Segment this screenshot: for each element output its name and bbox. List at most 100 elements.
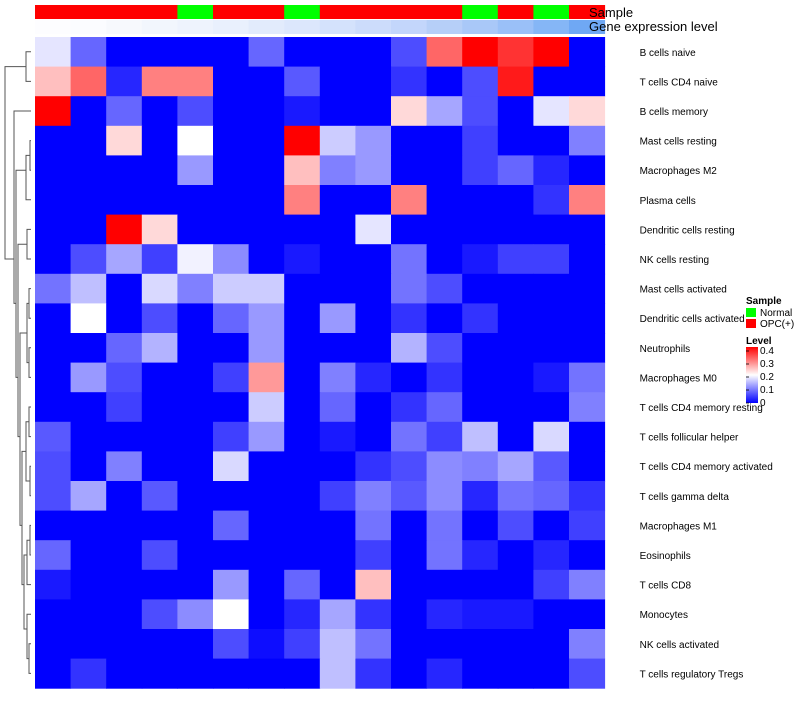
dendrogram-branch [26, 539, 31, 586]
heatmap-cell [533, 421, 570, 452]
legend-normal-label: Normal [760, 308, 792, 319]
heatmap-cell [426, 392, 463, 423]
heatmap-cell [213, 96, 250, 127]
heatmap-cell [391, 658, 428, 689]
heatmap-cell [141, 96, 178, 127]
heatmap-cell [70, 510, 107, 541]
dendrogram-branch [29, 140, 31, 171]
heatmap-cell [569, 362, 606, 393]
heatmap-cell [355, 125, 392, 156]
heatmap-cell [284, 451, 321, 482]
heatmap-cell [426, 540, 463, 571]
heatmap-cell [355, 510, 392, 541]
heatmap-cell [391, 273, 428, 304]
heatmap-cell [426, 273, 463, 304]
heatmap-cell [248, 451, 285, 482]
heatmap-cell [70, 629, 107, 660]
heatmap-cell [106, 96, 143, 127]
gene-track-cell [35, 20, 72, 34]
heatmap-cell [426, 214, 463, 245]
heatmap-cell [177, 96, 214, 127]
heatmap-cell [177, 273, 214, 304]
legend-normal-swatch [746, 308, 756, 317]
heatmap-cell [248, 303, 285, 334]
heatmap-cell [533, 510, 570, 541]
heatmap-cell [319, 155, 356, 186]
heatmap-cell [319, 214, 356, 245]
heatmap-cell [248, 629, 285, 660]
heatmap-cell [248, 481, 285, 512]
heatmap-cell [70, 66, 107, 97]
gene-track-cell [462, 20, 499, 34]
heatmap-cell [319, 244, 356, 275]
heatmap-cell [319, 96, 356, 127]
heatmap-cell [177, 303, 214, 334]
row-label: Macrophages M0 [640, 373, 718, 384]
heatmap-cell [35, 96, 72, 127]
heatmap-cell [248, 273, 285, 304]
sample-track-cell [70, 5, 107, 19]
heatmap-cell [533, 214, 570, 245]
heatmap-cell [284, 510, 321, 541]
heatmap-cell [35, 451, 72, 482]
heatmap-cell [391, 214, 428, 245]
heatmap-cell [35, 273, 72, 304]
heatmap-cell [106, 37, 143, 68]
heatmap-cell [319, 421, 356, 452]
dendrogram-branch [25, 51, 31, 82]
heatmap-cell [319, 658, 356, 689]
heatmap-cell [70, 185, 107, 216]
heatmap-cell [533, 96, 570, 127]
heatmap-cell [569, 481, 606, 512]
sample-track-cell [177, 5, 214, 19]
heatmap-cell [497, 658, 534, 689]
heatmap-cell [497, 510, 534, 541]
heatmap-cell [533, 185, 570, 216]
heatmap-cell [355, 96, 392, 127]
heatmap-cell [106, 125, 143, 156]
heatmap-cell [106, 392, 143, 423]
heatmap-cell [355, 333, 392, 364]
heatmap-cell [177, 451, 214, 482]
heatmap-cell [497, 96, 534, 127]
heatmap-cell [106, 451, 143, 482]
heatmap-cell [70, 451, 107, 482]
sample-track-cell [319, 5, 356, 19]
heatmap-cell [70, 658, 107, 689]
heatmap-cell [533, 273, 570, 304]
dendrogram-branch [28, 347, 31, 378]
heatmap-cell [569, 244, 606, 275]
heatmap-cell [213, 599, 250, 630]
heatmap-cell [248, 214, 285, 245]
heatmap-cell [426, 510, 463, 541]
heatmap-cell [462, 185, 499, 216]
heatmap-cell [106, 155, 143, 186]
dendrogram-branch [19, 332, 27, 526]
heatmap-cell [284, 392, 321, 423]
heatmap-cell [497, 629, 534, 660]
heatmap-cell [141, 37, 178, 68]
heatmap-cell [319, 125, 356, 156]
heatmap-cell [391, 510, 428, 541]
heatmap-cell [391, 244, 428, 275]
heatmap-cell [391, 481, 428, 512]
heatmap-cell [426, 37, 463, 68]
heatmap-cell [391, 185, 428, 216]
heatmap-cell [141, 185, 178, 216]
heatmap-cell [497, 244, 534, 275]
legend-level-colorbar [746, 347, 758, 403]
heatmap-cell [426, 451, 463, 482]
heatmap-cell [497, 481, 534, 512]
heatmap-cell [177, 37, 214, 68]
heatmap-cell [284, 658, 321, 689]
heatmap-cell [284, 629, 321, 660]
heatmap-cell [70, 540, 107, 571]
heatmap-cell [462, 273, 499, 304]
heatmap-cell [426, 244, 463, 275]
sample-track-cell [355, 5, 392, 19]
heatmap-cell [284, 273, 321, 304]
heatmap-cell [319, 66, 356, 97]
row-label: NK cells resting [640, 255, 709, 266]
heatmap-cell [391, 392, 428, 423]
